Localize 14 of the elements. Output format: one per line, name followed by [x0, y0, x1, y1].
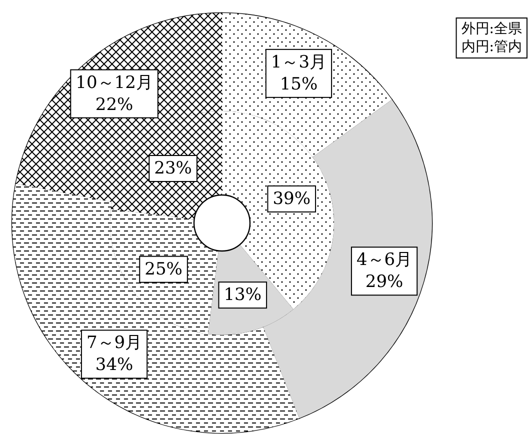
slice-label: 1～3月 — [270, 52, 327, 72]
data-label: 39% — [272, 188, 311, 209]
data-label: 15% — [280, 74, 318, 94]
data-label: 25% — [144, 259, 182, 280]
text: 内円:管内 — [461, 39, 522, 55]
slice-label: 7～9月 — [86, 333, 142, 354]
text: 外円:全県 — [461, 21, 522, 37]
data-label: 13% — [224, 285, 262, 306]
data-label: 34% — [95, 355, 134, 376]
data-label: 23% — [154, 158, 192, 178]
slice-label: 4～6月 — [356, 250, 412, 270]
data-label: 29% — [365, 272, 404, 292]
slice-label: 10～12月 — [76, 72, 153, 93]
data-label: 22% — [95, 94, 134, 115]
